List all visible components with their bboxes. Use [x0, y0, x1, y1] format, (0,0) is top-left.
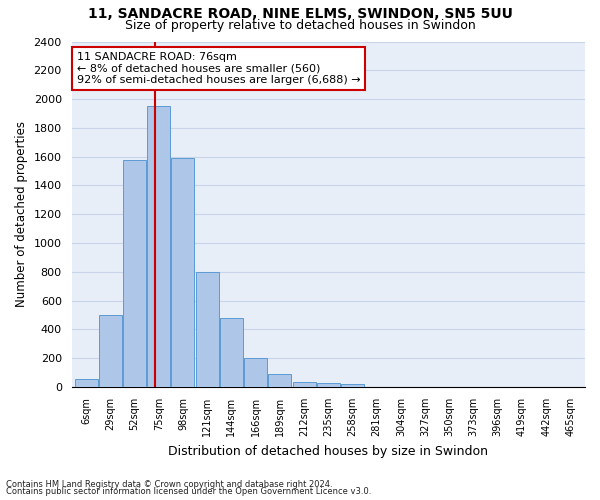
- Bar: [99, 315, 122, 387]
- Bar: [172, 158, 194, 387]
- Bar: [74, 379, 98, 387]
- Bar: [123, 160, 146, 387]
- Bar: [268, 374, 292, 387]
- Bar: [293, 382, 316, 387]
- Bar: [341, 384, 364, 387]
- Bar: [220, 318, 243, 387]
- Bar: [196, 272, 218, 387]
- Y-axis label: Number of detached properties: Number of detached properties: [15, 122, 28, 308]
- Text: Contains public sector information licensed under the Open Government Licence v3: Contains public sector information licen…: [6, 488, 371, 496]
- Bar: [244, 358, 267, 387]
- Bar: [147, 106, 170, 387]
- Bar: [317, 382, 340, 387]
- Text: 11 SANDACRE ROAD: 76sqm
← 8% of detached houses are smaller (560)
92% of semi-de: 11 SANDACRE ROAD: 76sqm ← 8% of detached…: [77, 52, 360, 85]
- Text: Contains HM Land Registry data © Crown copyright and database right 2024.: Contains HM Land Registry data © Crown c…: [6, 480, 332, 489]
- Text: Size of property relative to detached houses in Swindon: Size of property relative to detached ho…: [125, 18, 475, 32]
- Text: 11, SANDACRE ROAD, NINE ELMS, SWINDON, SN5 5UU: 11, SANDACRE ROAD, NINE ELMS, SWINDON, S…: [88, 8, 512, 22]
- X-axis label: Distribution of detached houses by size in Swindon: Distribution of detached houses by size …: [168, 444, 488, 458]
